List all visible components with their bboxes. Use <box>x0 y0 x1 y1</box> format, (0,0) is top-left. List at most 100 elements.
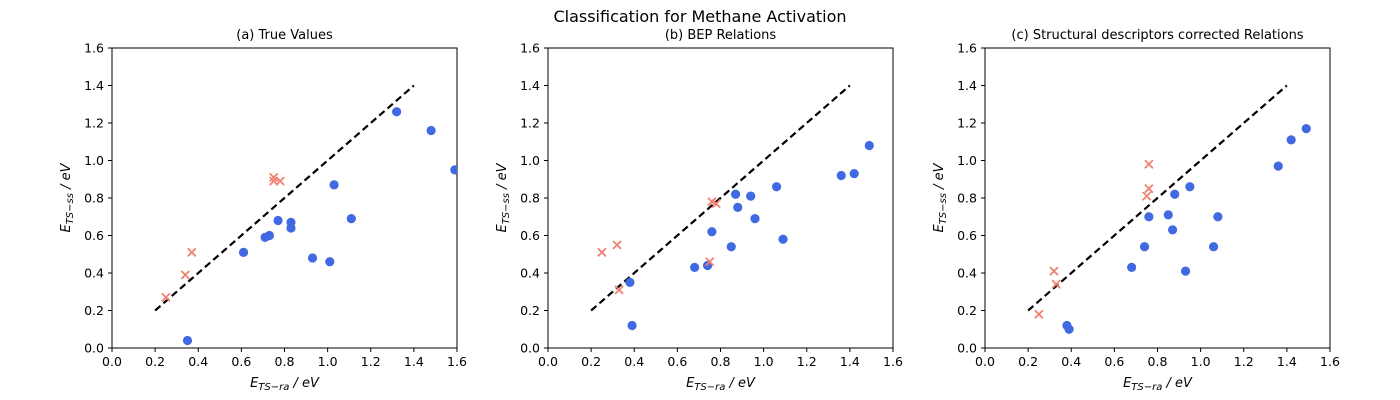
y-tick-label: 0.8 <box>84 191 104 206</box>
x-tick-label: 1.4 <box>840 354 860 369</box>
y-tick-label: 0.4 <box>520 266 540 281</box>
circle-point <box>1144 212 1154 222</box>
x-tick-label: 0.0 <box>102 354 122 369</box>
x-tick-label: 0.6 <box>1104 354 1124 369</box>
subplots: (a) True Values 0.0 0.2 0.4 0.6 0.8 1.0 1.2 1.4 1… <box>59 28 1340 393</box>
circle-point <box>625 277 635 287</box>
circle-point <box>733 202 743 212</box>
subplot-title: (c) Structural descriptors corrected Rel… <box>1011 28 1303 43</box>
x-point <box>711 198 721 209</box>
x-tick-label: 0.8 <box>275 354 295 369</box>
circle-point <box>1139 242 1150 252</box>
circle-point <box>1170 189 1180 199</box>
x-tick-label: 0.2 <box>1018 354 1038 369</box>
circle-point <box>1185 182 1195 192</box>
y-tick-label: 0.0 <box>84 341 104 356</box>
circle-point <box>730 189 741 199</box>
y-tick-label: 1.4 <box>84 78 104 93</box>
x-point <box>1049 266 1059 276</box>
circle-point <box>690 262 700 272</box>
x-point <box>705 257 715 267</box>
circle-point <box>771 182 782 192</box>
y-tick-label: 0.4 <box>84 266 104 281</box>
circle-point <box>450 165 457 175</box>
circle-point <box>346 214 356 224</box>
subplot-2: (b) BEP Relations 0.0 0.2 0.4 0.6 0.8 1.0 1.2 1.… <box>495 28 903 393</box>
circle-point <box>1208 242 1219 252</box>
circle-point <box>726 242 736 252</box>
y-tick-label: 1.2 <box>84 116 104 131</box>
circle-point <box>1064 324 1074 334</box>
x-tick-label: 0.2 <box>581 354 601 369</box>
y-tick-label: 0.2 <box>520 303 540 318</box>
y-tick-label: 1.6 <box>520 41 540 56</box>
x-tick-label: 1.2 <box>797 354 817 369</box>
x-tick-label: 1.6 <box>1320 354 1340 369</box>
circle-point <box>1273 161 1283 171</box>
y-tick-label: 0.0 <box>520 341 540 356</box>
y-tick-label: 0.2 <box>957 303 977 318</box>
circle-point <box>329 180 339 190</box>
reference-line <box>1027 84 1288 312</box>
x-tick-label: 0.2 <box>145 354 165 369</box>
circle-point <box>1301 124 1311 134</box>
reference-line <box>154 84 415 312</box>
x-tick-label: 0.6 <box>667 354 687 369</box>
y-tick-label: 1.2 <box>520 116 540 131</box>
y-tick-label: 1.6 <box>957 41 977 56</box>
x-tick-label: 1.6 <box>447 354 467 369</box>
y-tick-label: 1.2 <box>957 116 977 131</box>
x-point <box>1051 279 1061 289</box>
x-tick-label: 1.0 <box>754 354 774 369</box>
y-tick-label: 1.6 <box>84 41 104 56</box>
x-point <box>1142 191 1152 201</box>
x-tick-label: 1.4 <box>404 354 424 369</box>
x-point <box>614 285 624 295</box>
circle-point <box>1167 225 1178 235</box>
y-tick-label: 0.6 <box>84 228 104 243</box>
x-tick-label: 0.4 <box>188 354 208 369</box>
data-points <box>1034 124 1311 334</box>
x-axis-label: ETS−ra / eV <box>250 376 320 393</box>
data-points <box>597 140 874 331</box>
y-tick-label: 0.8 <box>957 191 977 206</box>
subplot-1: (a) True Values 0.0 0.2 0.4 0.6 0.8 1.0 1.2 1.4 1… <box>59 28 467 393</box>
y-tick-label: 0.6 <box>957 228 977 243</box>
circle-point <box>707 227 717 237</box>
y-axis-label: ETS−ss / eV <box>932 162 949 232</box>
x-tick-label: 0.0 <box>975 354 995 369</box>
circle-point <box>849 169 859 179</box>
circle-point <box>325 257 335 267</box>
reference-line <box>590 84 851 312</box>
y-tick-label: 0.8 <box>520 191 540 206</box>
x-tick-label: 1.4 <box>1277 354 1297 369</box>
x-point <box>1034 309 1044 319</box>
x-tick-label: 1.0 <box>1191 354 1211 369</box>
y-tick-label: 0.4 <box>957 266 977 281</box>
x-point <box>597 247 607 258</box>
circle-point <box>750 214 760 224</box>
y-tick-label: 0.6 <box>520 228 540 243</box>
circle-point <box>1213 212 1223 222</box>
circle-point <box>286 223 296 233</box>
circle-point <box>778 234 788 244</box>
x-tick-label: 1.6 <box>883 354 903 369</box>
x-tick-label: 0.4 <box>624 354 644 369</box>
y-tick-label: 1.4 <box>520 78 540 93</box>
y-tick-label: 1.0 <box>957 153 977 168</box>
circle-point <box>426 125 436 136</box>
circle-point <box>836 170 846 181</box>
x-point <box>269 172 279 183</box>
x-tick-label: 0.6 <box>231 354 251 369</box>
x-tick-label: 0.8 <box>1148 354 1168 369</box>
x-tick-label: 0.0 <box>538 354 558 369</box>
circle-point <box>746 191 756 201</box>
subplot-title: (b) BEP Relations <box>665 28 777 43</box>
y-axis-label: ETS−ss / eV <box>59 162 76 232</box>
x-point <box>161 292 171 303</box>
circle-point <box>1286 135 1296 145</box>
x-point <box>1144 159 1154 169</box>
x-tick-label: 0.4 <box>1061 354 1081 369</box>
circle-point <box>273 215 283 226</box>
